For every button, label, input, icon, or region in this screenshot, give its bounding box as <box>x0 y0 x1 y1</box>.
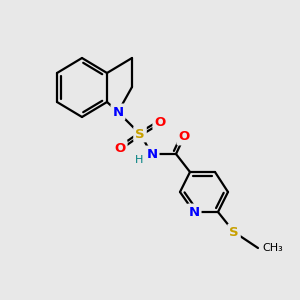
Text: N: N <box>146 148 158 160</box>
Text: O: O <box>154 116 166 128</box>
Text: O: O <box>114 142 126 154</box>
Text: CH₃: CH₃ <box>262 243 283 253</box>
Text: N: N <box>188 206 200 218</box>
Text: H: H <box>135 155 143 165</box>
Text: S: S <box>135 128 145 140</box>
Text: O: O <box>178 130 190 143</box>
Text: N: N <box>112 106 124 118</box>
Text: S: S <box>229 226 239 238</box>
